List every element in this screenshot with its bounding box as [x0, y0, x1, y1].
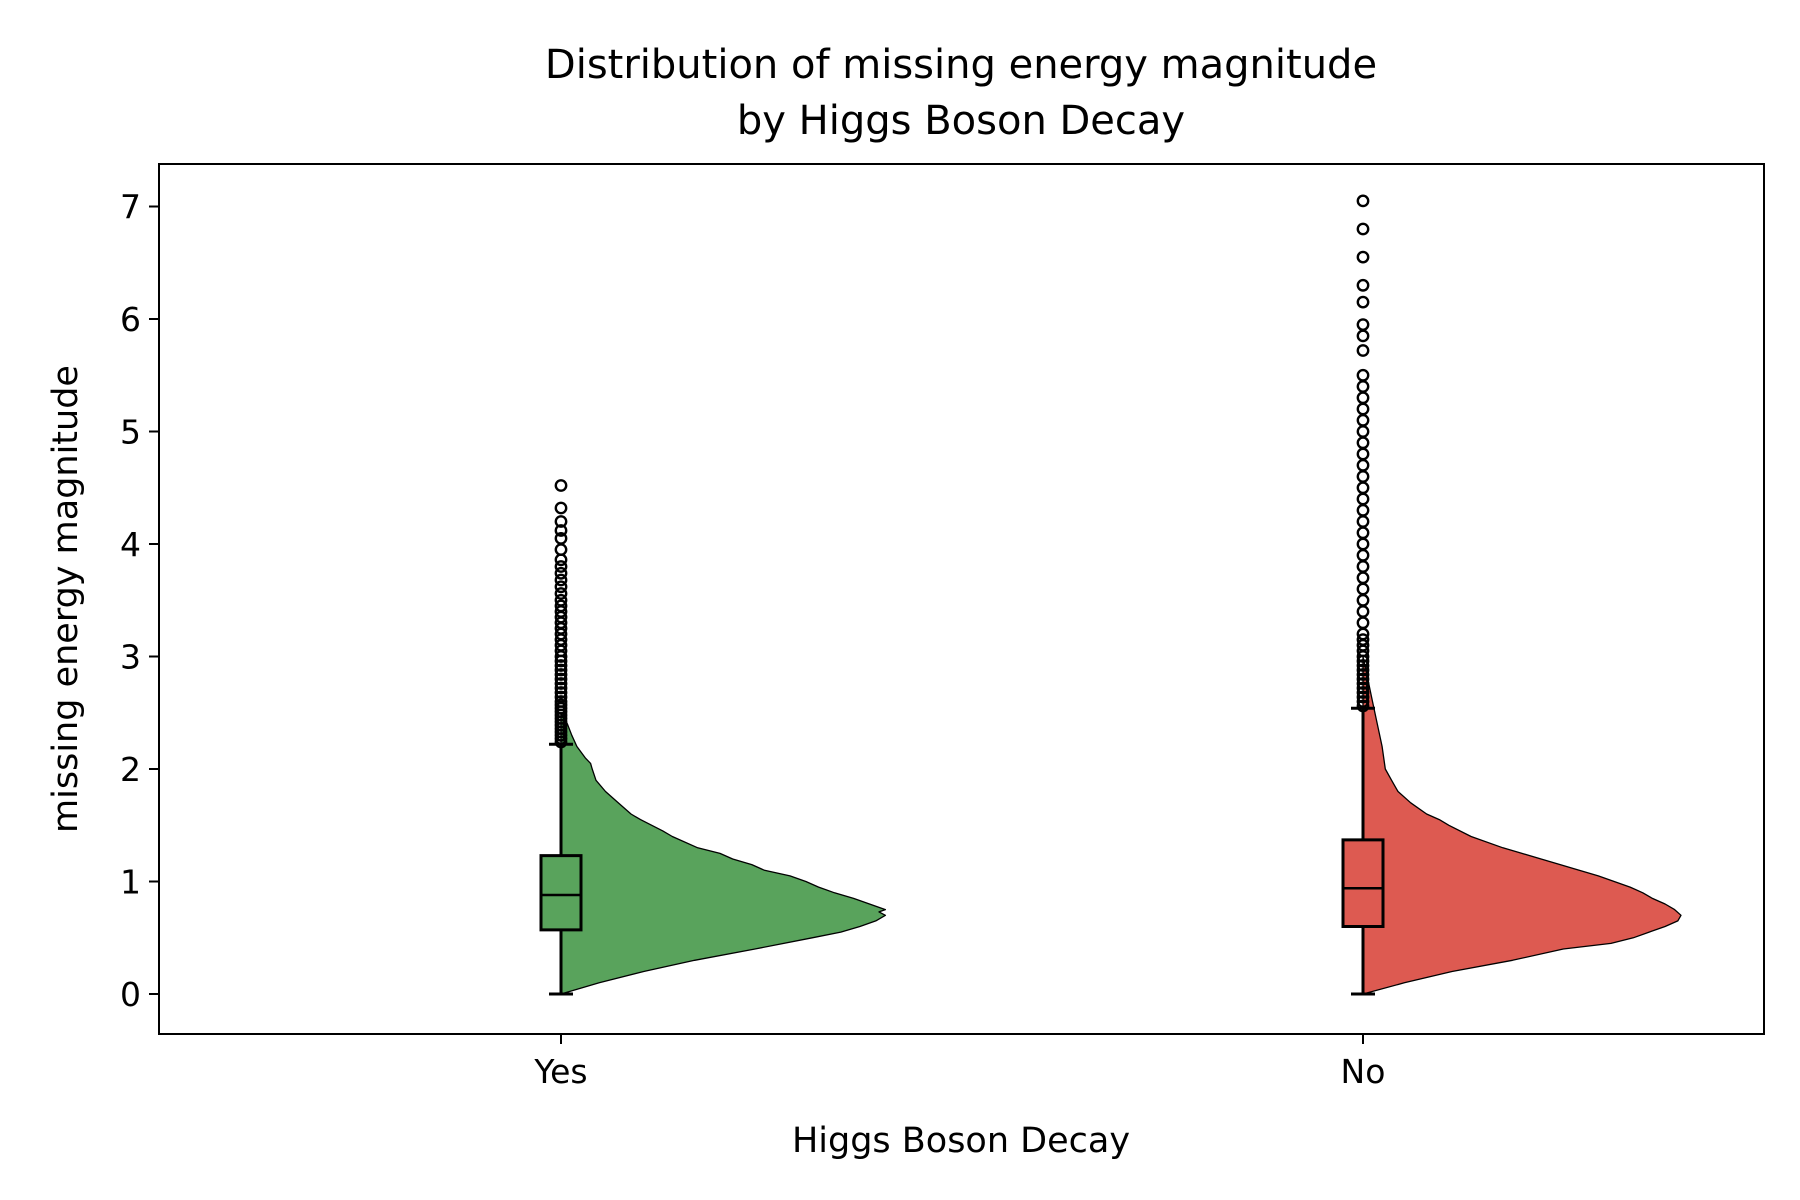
- outlier-point: [554, 543, 568, 556]
- y-axis: 0 1 2 3 4 5 6 7: [120, 188, 159, 1014]
- outlier-point: [1356, 318, 1370, 331]
- outlier-point: [1356, 690, 1370, 704]
- outlier-point: [1356, 672, 1370, 686]
- outlier-point: [1356, 560, 1370, 573]
- outlier-point: [1356, 681, 1370, 695]
- chart-title-line-1: Distribution of missing energy magnitude: [545, 42, 1377, 88]
- outlier-point: [554, 681, 568, 695]
- outlier-point: [1356, 699, 1370, 713]
- outlier-point: [1356, 413, 1370, 427]
- outlier-point: [1356, 447, 1370, 461]
- chart-title-line-2: by Higgs Boson Decay: [737, 98, 1185, 144]
- violin-yes: [560, 712, 887, 995]
- outlier-point: [1356, 391, 1370, 405]
- outlier-point: [554, 668, 568, 681]
- iqr-box: [539, 854, 583, 932]
- outlier-point: [1356, 515, 1370, 528]
- boxplot-yes: [539, 742, 583, 996]
- outlier-point: [1356, 344, 1370, 357]
- outlier-point: [554, 599, 568, 613]
- outlier-point: [554, 566, 568, 580]
- outlier-point: [554, 501, 568, 515]
- outlier-point: [554, 532, 568, 545]
- outlier-point: [1356, 633, 1370, 646]
- outlier-point: [554, 573, 568, 587]
- plot-frame: [158, 163, 1765, 1035]
- outlier-point: [554, 587, 568, 600]
- outlier-point: [1356, 677, 1370, 690]
- y-tick-label: 2: [120, 750, 141, 789]
- plot-area: [539, 194, 1682, 996]
- outlier-point: [1356, 194, 1370, 208]
- outlier-point: [1356, 380, 1370, 393]
- outlier-point: [554, 553, 568, 567]
- outlier-point: [1356, 470, 1370, 483]
- x-axis-label: Higgs Boson Decay: [792, 1121, 1130, 1161]
- iqr-box: [1341, 838, 1385, 928]
- outlier-point: [1356, 458, 1370, 472]
- outlier-point: [1356, 425, 1370, 438]
- outlier-point: [554, 560, 568, 573]
- outlier-point: [1356, 668, 1370, 681]
- outlier-point: [554, 690, 568, 704]
- outlier-point: [1356, 492, 1370, 506]
- outlier-point: [1356, 503, 1370, 517]
- outlier-point: [1356, 278, 1370, 292]
- outlier-point: [1356, 537, 1370, 551]
- y-tick-label: 4: [120, 525, 141, 564]
- outliers-no: [1356, 194, 1370, 713]
- x-tick-label-no: No: [1341, 1052, 1386, 1091]
- x-tick-label-yes: Yes: [533, 1052, 587, 1091]
- outlier-point: [1356, 605, 1370, 618]
- outlier-point: [1356, 593, 1370, 607]
- outlier-point: [1356, 436, 1370, 450]
- outlier-point: [1356, 571, 1370, 585]
- y-tick-label: 5: [120, 413, 141, 452]
- outlier-point: [554, 524, 568, 537]
- outlier-point: [1356, 368, 1370, 382]
- y-tick-label: 3: [120, 638, 141, 677]
- outlier-point: [1356, 695, 1370, 708]
- outlier-point: [1356, 481, 1370, 495]
- outlier-point: [1356, 329, 1370, 343]
- y-tick-label: 0: [120, 975, 141, 1014]
- y-tick-label: 7: [120, 188, 141, 227]
- outlier-point: [554, 672, 568, 686]
- outlier-point: [554, 695, 568, 708]
- outlier-point: [1356, 526, 1370, 540]
- outlier-point: [1356, 222, 1370, 236]
- outlier-point: [1356, 663, 1370, 677]
- y-tick-label: 1: [120, 863, 141, 902]
- outlier-point: [554, 663, 568, 677]
- outlier-point: [1356, 686, 1370, 699]
- outlier-point: [1356, 250, 1370, 264]
- outlier-point: [1356, 616, 1370, 630]
- outlier-point: [1356, 295, 1370, 309]
- outlier-point: [1356, 659, 1370, 672]
- y-tick-label: 6: [120, 300, 141, 339]
- outlier-point: [554, 686, 568, 699]
- outlier-point: [554, 515, 568, 528]
- violin-no: [1362, 655, 1682, 995]
- outlier-point: [1356, 582, 1370, 596]
- y-axis-label: missing energy magnitude: [46, 365, 86, 833]
- outlier-point: [554, 593, 568, 607]
- outlier-point: [554, 479, 568, 492]
- boxplot-no: [1341, 706, 1385, 996]
- x-axis: Yes No: [533, 1034, 1385, 1091]
- outlier-point: [554, 659, 568, 672]
- outliers-yes: [554, 479, 568, 749]
- outlier-point: [554, 580, 568, 594]
- outlier-point: [1356, 548, 1370, 562]
- outlier-point: [554, 677, 568, 690]
- outlier-point: [1356, 402, 1370, 416]
